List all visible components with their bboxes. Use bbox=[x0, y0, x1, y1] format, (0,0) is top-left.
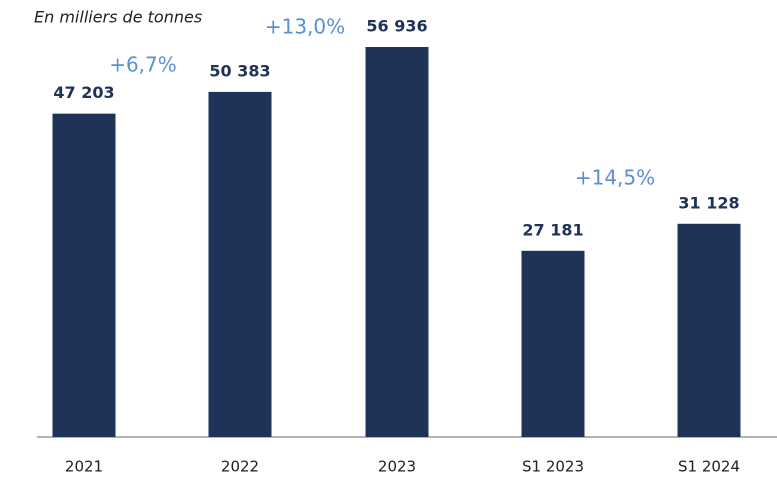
x-tick-label: 2023 bbox=[378, 458, 416, 476]
annotation: +6,7% bbox=[109, 53, 177, 77]
x-tick-label: 2022 bbox=[221, 458, 259, 476]
x-tick-label: S1 2024 bbox=[678, 458, 740, 476]
annotation: +13,0% bbox=[265, 15, 345, 39]
value-label: 31 128 bbox=[678, 193, 739, 212]
bar bbox=[52, 113, 116, 437]
bar bbox=[208, 91, 272, 437]
bar bbox=[677, 223, 741, 437]
bar bbox=[521, 250, 585, 437]
chart-subtitle: En milliers de tonnes bbox=[34, 8, 202, 27]
x-tick-label: S1 2023 bbox=[522, 458, 584, 476]
annotation: +14,5% bbox=[575, 166, 655, 190]
value-label: 56 936 bbox=[366, 17, 427, 36]
bar bbox=[365, 47, 429, 437]
value-label: 47 203 bbox=[53, 83, 114, 102]
value-label: 50 383 bbox=[209, 61, 270, 80]
value-label: 27 181 bbox=[522, 220, 583, 239]
x-tick-label: 2021 bbox=[65, 458, 103, 476]
